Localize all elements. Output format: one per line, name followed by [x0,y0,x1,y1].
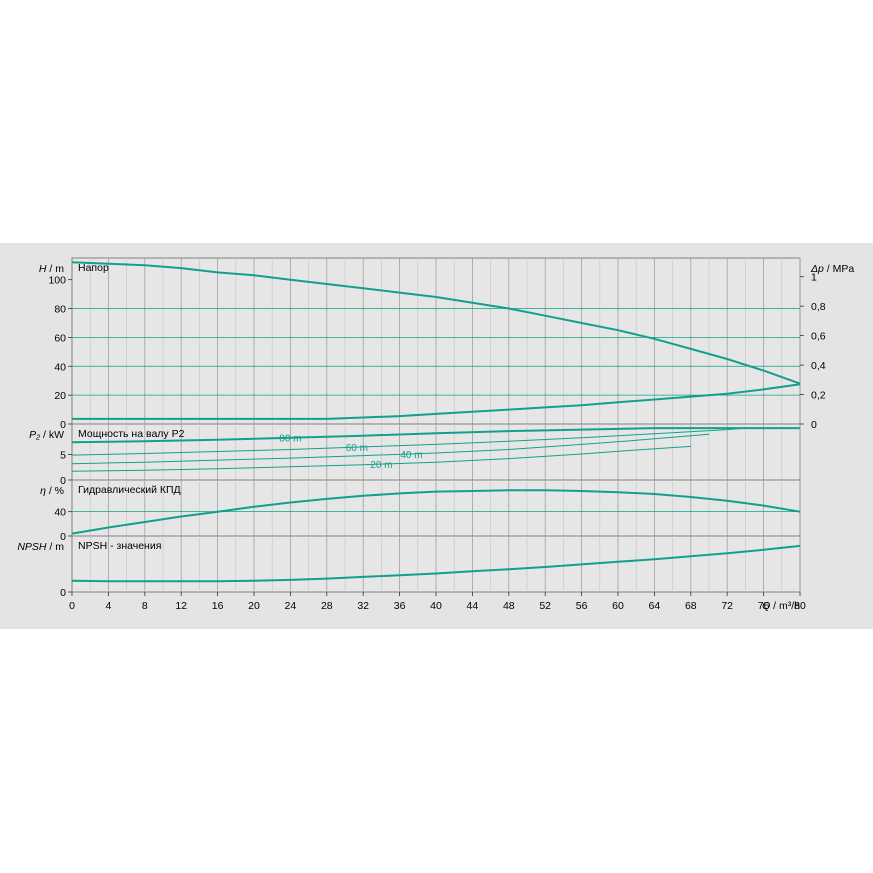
x-tick-label: 32 [357,600,369,612]
efficiency-y-tick-label: 40 [54,507,66,519]
x-axis-title: Q / m³/h [762,600,800,612]
efficiency-y-axis-title: η / % [40,485,64,497]
efficiency-series-line [71,489,801,535]
efficiency-panel-title: Гидравлический КПД [78,484,181,496]
x-tick-label: 8 [142,600,148,612]
head-y-tick-label: 20 [54,390,66,402]
right-axis-title: Δp / MPa [810,263,854,275]
right-y-tick-label: 0,8 [811,301,826,313]
power-y-tick-label: 5 [60,450,66,462]
power-series-line [71,445,691,472]
x-tick-label: 24 [285,600,297,612]
x-tick-label: 80 [794,600,806,612]
x-tick-label: 40 [430,600,442,612]
npsh-y-tick-label: 0 [60,587,66,599]
power-y-axis-title: P₂ / kW [29,429,64,441]
x-tick-label: 60 [612,600,624,612]
x-tick-label: 0 [69,600,75,612]
right-y-tick-label: 0 [811,419,817,431]
right-y-tick-label: 0,4 [811,360,826,372]
x-tick-label: 12 [175,600,187,612]
head-y-tick-label: 40 [54,361,66,373]
power-curve-label: 80 m [279,434,301,445]
npsh-y-axis-title: NPSH / m [17,541,64,553]
x-tick-label: 28 [321,600,333,612]
x-tick-label: 48 [503,600,515,612]
head-y-tick-label: 100 [48,275,66,287]
power-y-tick-label: 0 [60,475,66,487]
head-panel-title: Напор [78,262,109,274]
power-series-line [71,427,746,456]
x-tick-label: 52 [539,600,551,612]
x-tick-label: 72 [721,600,733,612]
head-y-tick-label: 0 [60,419,66,431]
head-y-tick-label: 80 [54,304,66,316]
power-series-line [71,427,800,444]
npsh-panel-title: NPSH - значения [78,540,161,552]
head-y-axis-title: H / m [39,263,64,275]
x-tick-label: 36 [394,600,406,612]
power-curve-label: 20 m [370,460,392,471]
x-tick-label: 20 [248,600,260,612]
x-tick-label: 64 [649,600,661,612]
x-tick-label: 76 [758,600,770,612]
x-tick-label: 56 [576,600,588,612]
power-curve-label: 60 m [346,443,368,454]
x-tick-label: 4 [105,600,111,612]
power-curve-label: 40 m [400,450,422,461]
x-tick-label: 68 [685,600,697,612]
head-series-line [71,261,801,385]
x-tick-label: 44 [467,600,479,612]
efficiency-y-tick-label: 0 [60,531,66,543]
right-y-tick-label: 0,6 [811,331,826,343]
head-series-line [72,383,801,420]
right-y-tick-label: 0,2 [811,390,826,402]
power-series-line [71,433,710,465]
right-y-tick-label: 1 [811,272,817,284]
head-y-tick-label: 60 [54,332,66,344]
power-panel-title: Мощность на валу P2 [78,428,185,440]
x-tick-label: 16 [212,600,224,612]
npsh-series-line [71,544,801,583]
